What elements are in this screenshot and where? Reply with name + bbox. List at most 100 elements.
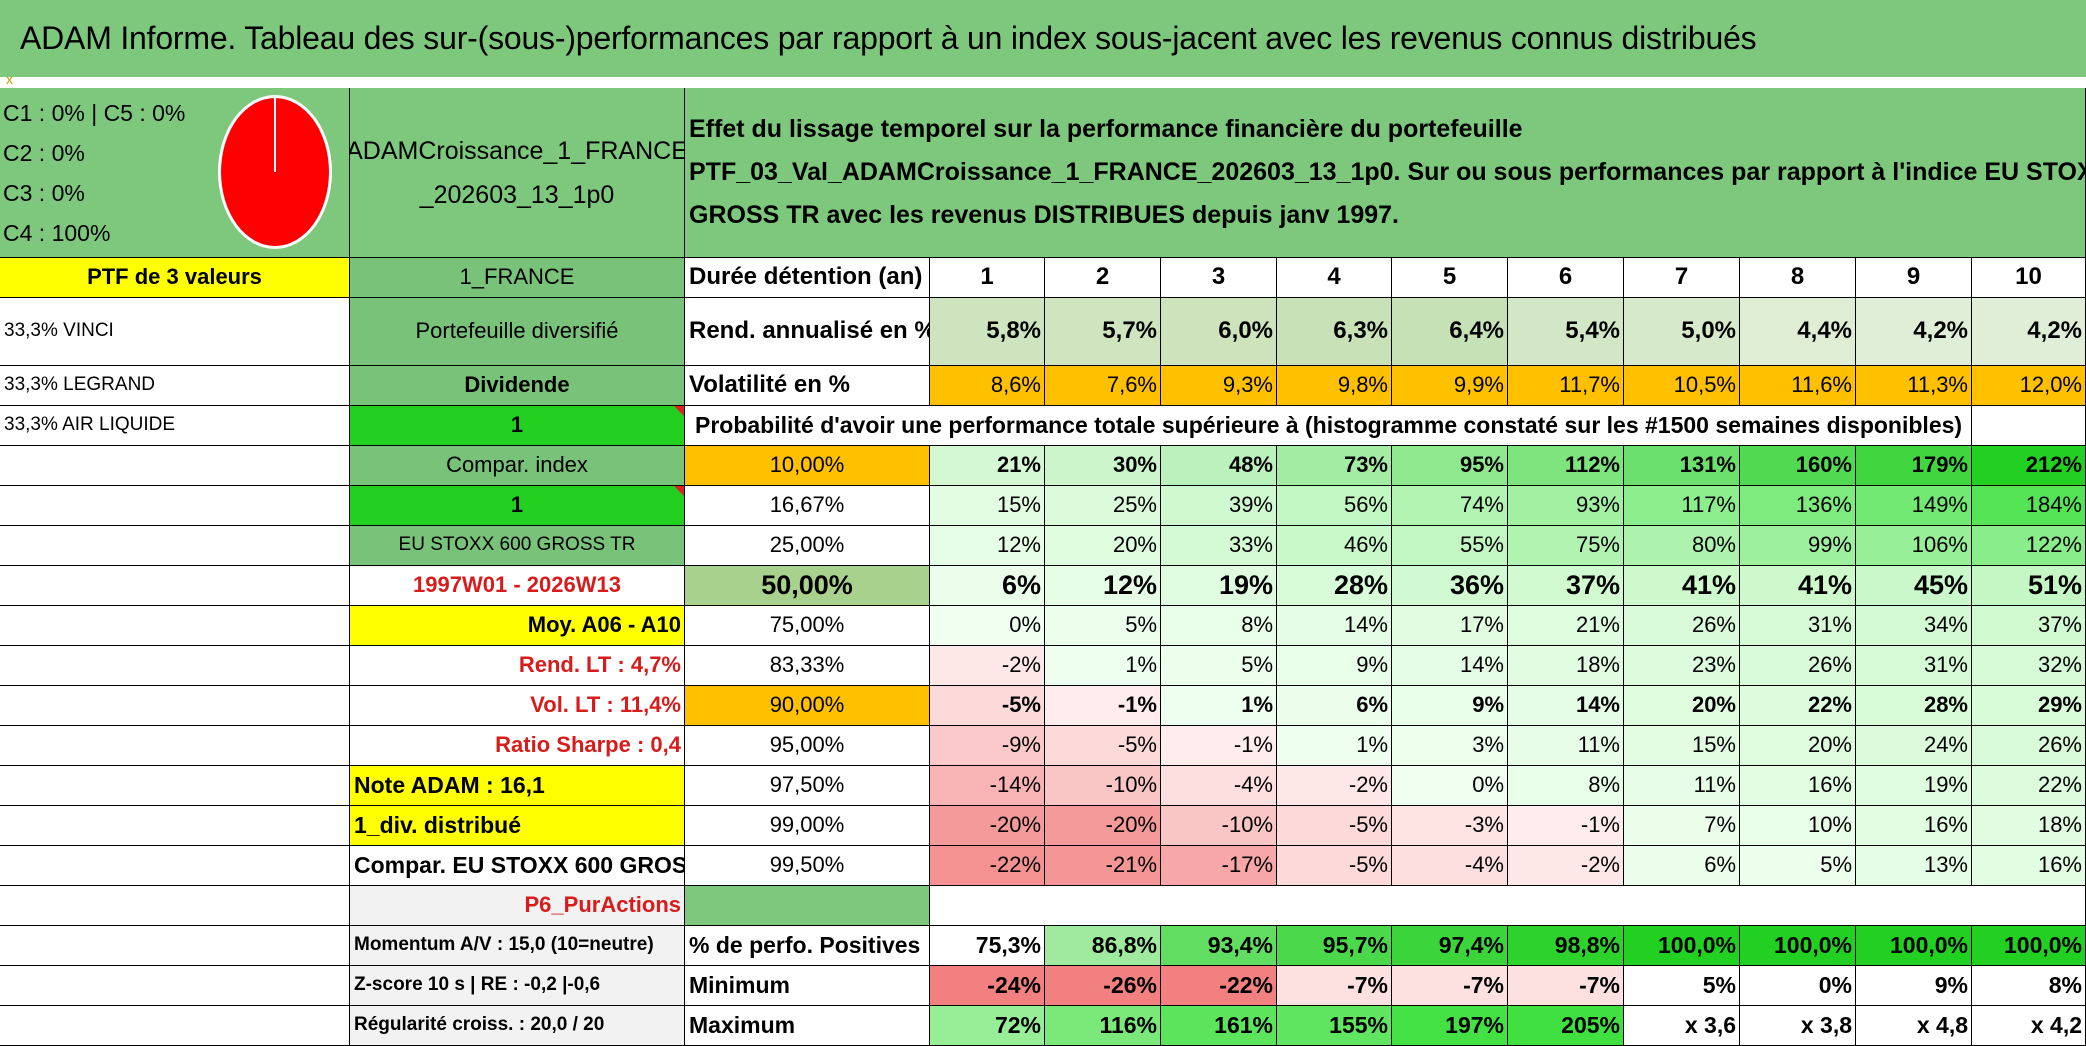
selector-2[interactable]: 1: [350, 486, 685, 526]
prob-value: 15%: [930, 486, 1045, 526]
prob-value: -4%: [1392, 846, 1508, 886]
prob-value: 41%: [1624, 566, 1740, 606]
prob-value: 20%: [1740, 726, 1856, 766]
prob-value: 22%: [1972, 766, 2086, 806]
prob-value: 16%: [1856, 806, 1972, 846]
prob-value: -5%: [1045, 726, 1161, 766]
prob-value: 5%: [1740, 846, 1856, 886]
prob-value: 112%: [1508, 446, 1624, 486]
prob-value: -2%: [1277, 766, 1392, 806]
max-value: 205%: [1508, 1006, 1624, 1046]
class-line-4: C4 : 100%: [3, 219, 111, 246]
blank-cell: [0, 446, 350, 486]
holding-1: 33,3% VINCI: [0, 298, 350, 366]
prob-value: -14%: [930, 766, 1045, 806]
prob-value: 9%: [1277, 646, 1392, 686]
min-value: -22%: [1161, 966, 1277, 1006]
blank-cell: [0, 686, 350, 726]
year-header-10: 10: [1972, 258, 2086, 298]
max-value: x 4,2: [1972, 1006, 2086, 1046]
prob-value: 93%: [1508, 486, 1624, 526]
vol-lt-label: Vol. LT : 11,4%: [350, 686, 685, 726]
prob-pct: 16,67%: [685, 486, 930, 526]
prob-value: 10%: [1740, 806, 1856, 846]
country-label: 1_FRANCE: [350, 258, 685, 298]
min-value: 9%: [1856, 966, 1972, 1006]
prob-value: 33%: [1161, 526, 1277, 566]
compar-eu-label: Compar. EU STOXX 600 GROSS TR: [350, 846, 685, 886]
prob-value: 11%: [1508, 726, 1624, 766]
class-line-3: C3 : 0%: [3, 179, 85, 206]
prob-value: 31%: [1856, 646, 1972, 686]
prob-value: 9%: [1392, 686, 1508, 726]
blank-cell: [0, 606, 350, 646]
prob-value: -2%: [930, 646, 1045, 686]
prob-value: 24%: [1856, 726, 1972, 766]
prob-value: 39%: [1161, 486, 1277, 526]
p6-blank: [930, 886, 2086, 926]
prob-value: 45%: [1856, 566, 1972, 606]
portefeuille-label: Portefeuille diversifié: [350, 298, 685, 366]
prob-value: 12%: [930, 526, 1045, 566]
year-header-2: 2: [1045, 258, 1161, 298]
class-line-1: C1 : 0% | C5 : 0%: [3, 99, 186, 126]
class-breakdown: C1 : 0% | C5 : 0% C2 : 0% C3 : 0% C4 : 1…: [0, 88, 350, 258]
blank-cell: [0, 806, 350, 846]
effect-description: Effet du lissage temporel sur la perform…: [685, 88, 2086, 258]
year-header-4: 4: [1277, 258, 1392, 298]
p6-label: P6_PurActions: [350, 886, 685, 926]
prob-value: 17%: [1392, 606, 1508, 646]
min-label: Minimum: [685, 966, 930, 1006]
prob-value: 32%: [1972, 646, 2086, 686]
prob-value: 95%: [1392, 446, 1508, 486]
rend-value: 5,4%: [1508, 298, 1624, 366]
prob-pct: 10,00%: [685, 446, 930, 486]
prob-value: 37%: [1508, 566, 1624, 606]
prob-value: 13%: [1856, 846, 1972, 886]
page-title: ADAM Informe. Tableau des sur-(sous-)per…: [20, 20, 1757, 56]
selector-1[interactable]: 1: [350, 406, 685, 446]
vol-value: 9,3%: [1161, 366, 1277, 406]
blank-cell: [0, 486, 350, 526]
prob-pct: 25,00%: [685, 526, 930, 566]
blank-cell: [0, 966, 350, 1006]
prob-value: 23%: [1624, 646, 1740, 686]
prob-header-end: [1972, 406, 2086, 446]
prob-value: 179%: [1856, 446, 1972, 486]
prob-value: -10%: [1045, 766, 1161, 806]
rend-value: 6,3%: [1277, 298, 1392, 366]
prob-value: 7%: [1624, 806, 1740, 846]
prob-value: 131%: [1624, 446, 1740, 486]
prob-value: 11%: [1624, 766, 1740, 806]
div-label: 1_div. distribué: [350, 806, 685, 846]
prob-value: 8%: [1508, 766, 1624, 806]
prob-value: 26%: [1624, 606, 1740, 646]
prob-pct: 83,33%: [685, 646, 930, 686]
prob-value: 21%: [930, 446, 1045, 486]
prob-value: 184%: [1972, 486, 2086, 526]
prob-value: 18%: [1972, 806, 2086, 846]
prob-value: 160%: [1740, 446, 1856, 486]
rend-label: Rend. annualisé en %: [685, 298, 930, 366]
prob-value: 1%: [1045, 646, 1161, 686]
prob-value: -2%: [1508, 846, 1624, 886]
rend-value: 4,2%: [1856, 298, 1972, 366]
prob-value: 80%: [1624, 526, 1740, 566]
prob-value: 14%: [1508, 686, 1624, 726]
prob-value: 0%: [1392, 766, 1508, 806]
momentum-label: Momentum A/V : 15,0 (10=neutre): [350, 926, 685, 966]
prob-pct: 50,00%: [685, 566, 930, 606]
blank-cell: [0, 926, 350, 966]
prob-value: -1%: [1161, 726, 1277, 766]
portfolio-name-text: ADAMCroissance_1_FRANCE _202603_13_1p0: [350, 136, 685, 209]
prob-value: 31%: [1740, 606, 1856, 646]
max-value: 116%: [1045, 1006, 1161, 1046]
vol-value: 11,6%: [1740, 366, 1856, 406]
min-value: -7%: [1277, 966, 1392, 1006]
effect-line-2: PTF_03_Val_ADAMCroissance_1_FRANCE_20260…: [689, 158, 2086, 186]
pos-value: 100,0%: [1740, 926, 1856, 966]
prob-value: 117%: [1624, 486, 1740, 526]
index-name: EU STOXX 600 GROSS TR: [350, 526, 685, 566]
prob-value: 149%: [1856, 486, 1972, 526]
prob-value: 16%: [1740, 766, 1856, 806]
